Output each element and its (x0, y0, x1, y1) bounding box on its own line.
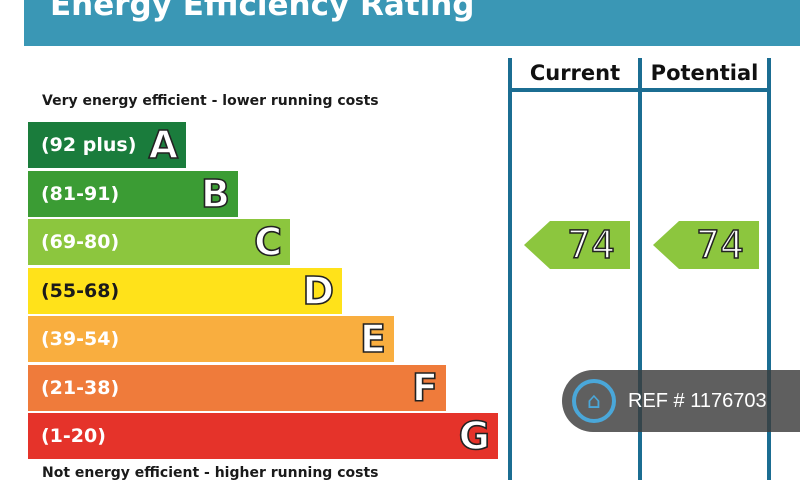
caption-efficient: Very energy efficient - lower running co… (42, 93, 379, 109)
band-letter: A (148, 123, 179, 167)
potential-rating-arrow: 74 (653, 221, 759, 269)
band-d: (55-68) D (28, 267, 342, 314)
chart-title: Energy Efficiency Rating (50, 0, 475, 23)
band-c: (69-80) C (28, 219, 290, 265)
column-header-rule (508, 88, 771, 92)
column-divider-middle (638, 58, 642, 480)
band-range-label: (21-38) (41, 376, 120, 399)
band-e: (39-54) E (28, 316, 394, 362)
band-b: (81-91) B (28, 170, 238, 217)
band-f: (21-38) F (28, 364, 446, 411)
reference-badge: ⌂ REF # 1176703 (562, 370, 800, 432)
current-arrow-shape (524, 221, 630, 269)
reference-number: REF # 1176703 (628, 389, 767, 412)
current-rating-arrow: 74 (524, 221, 630, 269)
band-letter: G (458, 414, 491, 458)
current-rating-value: 74 (566, 222, 616, 268)
band-range-label: (81-91) (41, 182, 120, 205)
house-logo-icon: ⌂ (572, 379, 616, 423)
column-header-potential: Potential (650, 61, 759, 85)
band-range-label: (39-54) (41, 328, 120, 350)
column-divider-right (767, 58, 771, 480)
column-divider-left (508, 58, 512, 480)
potential-arrow-shape (653, 221, 759, 269)
band-range-label: (55-68) (41, 279, 120, 302)
band-letter: B (200, 171, 231, 216)
band-letter: D (302, 268, 335, 313)
band-letter: E (359, 317, 387, 361)
band-letter: C (253, 220, 282, 264)
caption-inefficient: Not energy efficient - higher running co… (42, 465, 379, 481)
band-range-label: (92 plus) (41, 134, 137, 156)
band-letter: F (411, 365, 439, 410)
column-header-current: Current (529, 61, 621, 85)
band-range-label: (69-80) (41, 231, 120, 253)
band-range-label: (1-20) (41, 425, 106, 447)
band-g: (1-20) G (28, 413, 498, 459)
title-bar: Energy Efficiency Rating (24, 0, 800, 46)
band-a: (92 plus) A (28, 122, 186, 168)
potential-rating-value: 74 (695, 222, 745, 268)
